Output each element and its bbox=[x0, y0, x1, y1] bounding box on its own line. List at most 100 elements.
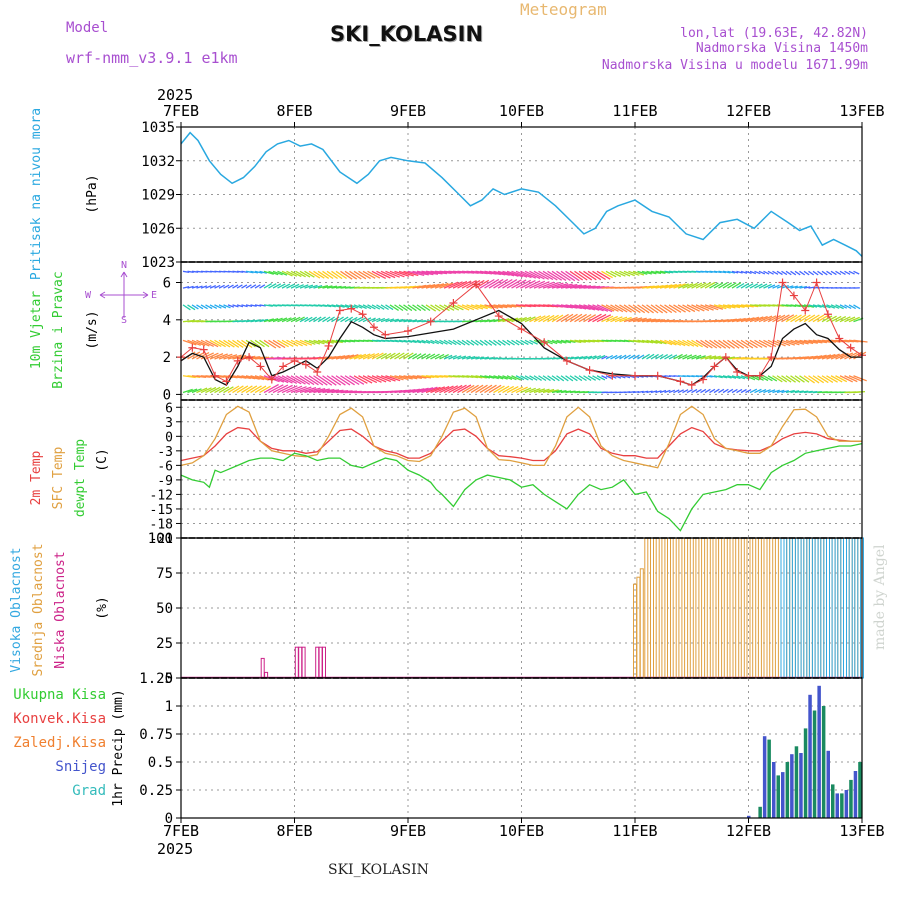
wind-vector-mark bbox=[448, 339, 457, 346]
wind-vector-mark bbox=[803, 355, 818, 360]
cloud-ylabel-mid: Srednja Oblacnost bbox=[31, 543, 46, 676]
wind-vector-mark bbox=[403, 319, 413, 323]
wind-vector-mark bbox=[484, 319, 495, 323]
wind-vector-mark bbox=[704, 339, 718, 349]
wind-vector-mark bbox=[502, 304, 517, 308]
wind-vector-mark bbox=[200, 339, 214, 347]
wind-vector-mark bbox=[529, 387, 541, 394]
wind-vector-mark bbox=[749, 270, 757, 275]
wind-vector-mark bbox=[538, 270, 554, 281]
wind-vector-mark bbox=[826, 270, 833, 276]
wind-vector-mark bbox=[389, 270, 405, 278]
wind-vector-mark bbox=[835, 270, 842, 276]
cloud-bar bbox=[318, 646, 323, 679]
x-year-label-bottom: 2025 bbox=[157, 840, 193, 858]
wind-vector-mark bbox=[223, 354, 238, 360]
wind-vector-mark bbox=[308, 316, 318, 323]
wind-vector-mark bbox=[380, 318, 390, 323]
precip-bar bbox=[803, 728, 808, 818]
wind-vector-mark bbox=[421, 339, 431, 344]
wind-vector-mark bbox=[448, 384, 463, 394]
x-tick-label-top: 12FEB bbox=[726, 102, 771, 120]
wind-vector-mark bbox=[308, 375, 324, 386]
wind-vector-mark bbox=[641, 390, 649, 394]
wind-vector-mark bbox=[772, 284, 780, 289]
wind-vector-mark bbox=[232, 385, 244, 394]
wind-vector-mark bbox=[398, 319, 408, 323]
wind-vector-mark bbox=[466, 355, 476, 360]
wind-vector-mark bbox=[803, 286, 811, 289]
wind-vector-mark bbox=[376, 317, 386, 323]
temp-2m-line bbox=[180, 426, 862, 462]
wind-vector-mark bbox=[461, 355, 471, 360]
wind-vector-mark bbox=[596, 270, 611, 280]
wind-vector-mark bbox=[551, 314, 564, 323]
x-tick-label-bottom: 13FEB bbox=[839, 822, 884, 840]
wind-vector-mark bbox=[488, 339, 497, 346]
wind-vector-mark bbox=[632, 304, 646, 314]
wind-vector-mark bbox=[299, 386, 317, 394]
wind-gust-marker bbox=[301, 360, 310, 369]
wind-vector-mark bbox=[218, 339, 231, 348]
wind-tick-label: 4 bbox=[163, 313, 171, 329]
wind-vector-mark bbox=[749, 316, 764, 323]
wind-vector-mark bbox=[506, 339, 515, 346]
wind-vector-mark bbox=[470, 304, 484, 310]
cloud-bar bbox=[837, 537, 842, 679]
wind-gust-marker bbox=[426, 317, 435, 326]
wind-vector-mark bbox=[551, 282, 569, 289]
wind-vector-mark bbox=[718, 388, 725, 394]
wind-vector-mark bbox=[731, 375, 741, 380]
wind-vector-mark bbox=[331, 304, 341, 308]
wind-vector-mark bbox=[574, 270, 588, 281]
wind-gust-marker bbox=[755, 371, 764, 380]
wind-vector-mark bbox=[578, 355, 588, 360]
precip-bar bbox=[826, 750, 830, 818]
wind-vector-mark bbox=[628, 304, 641, 314]
wind-vector-mark bbox=[497, 318, 510, 323]
precip-bar bbox=[772, 762, 776, 818]
wind-vector-mark bbox=[227, 354, 242, 360]
wind-ylabel-1: 10m Vjetar bbox=[29, 291, 44, 369]
wind-vector-mark bbox=[371, 270, 386, 279]
wind-vector-mark bbox=[565, 284, 583, 289]
wind-vector-mark bbox=[646, 390, 653, 394]
wind-gust-marker bbox=[846, 343, 855, 352]
temperature-tick-label: -9 bbox=[157, 474, 173, 489]
wind-vector-mark bbox=[281, 270, 293, 277]
wind-vector-mark bbox=[718, 304, 732, 309]
pressure-ylabel: Pritisak na nivou mora bbox=[29, 108, 44, 280]
wind-vector-mark bbox=[353, 304, 363, 309]
wind-vector-mark bbox=[191, 339, 206, 347]
wind-vector-mark bbox=[547, 389, 559, 394]
wind-vector-mark bbox=[493, 278, 509, 289]
wind-vector-mark bbox=[385, 318, 395, 323]
wind-vector-mark bbox=[722, 339, 735, 349]
cloud-bar bbox=[298, 646, 303, 679]
wind-vector-mark bbox=[673, 389, 680, 394]
wind-vector-mark bbox=[389, 318, 399, 323]
wind-vector-mark bbox=[848, 375, 863, 382]
wind-vector-mark bbox=[380, 375, 396, 382]
wind-vector-mark bbox=[313, 270, 325, 279]
wind-vector-mark bbox=[421, 386, 438, 394]
wind-vector-mark bbox=[560, 375, 569, 382]
wind-vector-mark bbox=[299, 375, 315, 386]
wind-vector-mark bbox=[223, 304, 231, 309]
wind-vector-mark bbox=[376, 270, 391, 279]
wind-vector-mark bbox=[448, 354, 457, 360]
wind-vector-mark bbox=[182, 304, 191, 311]
compass-west-label: W bbox=[85, 290, 92, 301]
wind-vector-mark bbox=[772, 314, 786, 323]
wind-vector-mark bbox=[236, 304, 244, 308]
wind-vector-mark bbox=[799, 339, 814, 345]
wind-vector-mark bbox=[538, 388, 550, 394]
wind-vector-mark bbox=[358, 304, 367, 310]
wind-vector-mark bbox=[493, 318, 504, 323]
wind-vector-mark bbox=[452, 304, 464, 311]
cloud-bar bbox=[831, 537, 836, 679]
wind-vector-mark bbox=[839, 352, 854, 360]
wind-vector-mark bbox=[709, 388, 716, 394]
wind-vector-mark bbox=[691, 388, 698, 394]
wind-vector-mark bbox=[484, 356, 494, 360]
